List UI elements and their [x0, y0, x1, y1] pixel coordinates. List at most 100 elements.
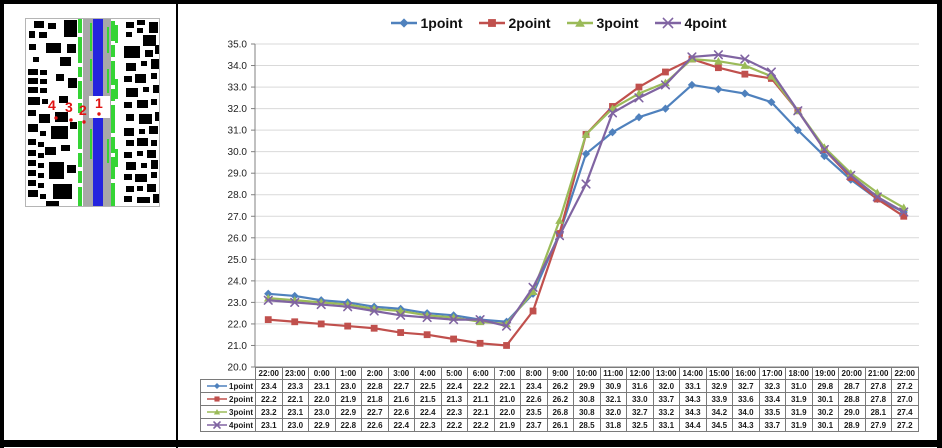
data-point-marker-3point: [555, 216, 564, 224]
series-key-wrap: 3point: [202, 407, 255, 418]
vegetation-strip: [78, 81, 82, 99]
value-cell: 32.1: [599, 392, 627, 406]
building: [155, 45, 159, 54]
value-cell: 22.8: [334, 418, 362, 432]
building: [137, 28, 143, 33]
legend-label: 3point: [596, 15, 639, 31]
value-cell: 23.4: [255, 379, 283, 393]
value-cell: 27.9: [864, 418, 892, 432]
value-cell: 27.0: [891, 392, 919, 406]
vegetation-strip: [107, 69, 109, 93]
building: [29, 44, 36, 50]
building: [126, 88, 138, 97]
value-cell: 30.9: [599, 379, 627, 393]
legend-key-marker: [398, 18, 409, 28]
data-point-marker-4point: [740, 54, 750, 64]
time-header-cell: 15:00: [705, 367, 733, 380]
value-cell: 21.6: [387, 392, 415, 406]
data-point-marker-4point: [554, 231, 565, 241]
vegetation-strip: [90, 129, 92, 159]
y-axis-label: 24.0: [228, 276, 248, 287]
data-point-marker-1point: [767, 98, 776, 107]
series-key-marker: [213, 409, 221, 415]
series-key-wrap: 2point: [202, 394, 255, 405]
data-point-marker-2point: [344, 322, 352, 330]
vegetation-strip: [115, 79, 118, 99]
building: [137, 138, 148, 146]
vegetation-strip: [111, 89, 115, 101]
series-key-marker: [214, 383, 220, 389]
table-corner-cell: [201, 368, 256, 380]
data-point-marker-4point: [369, 306, 379, 316]
y-axis-label: 26.0: [228, 233, 248, 244]
building: [137, 197, 150, 203]
building: [40, 79, 47, 84]
y-axis-label: 30.0: [228, 147, 248, 158]
vegetation-strip: [78, 153, 82, 167]
measure-point-label: 1: [95, 95, 103, 111]
data-point-marker-4point: [687, 52, 697, 62]
value-cell: 31.9: [785, 405, 813, 419]
value-cell: 33.4: [758, 392, 786, 406]
value-cell: 33.1: [679, 379, 707, 393]
value-cell: 27.8: [864, 379, 892, 393]
series-key-triangle-icon: [207, 409, 227, 415]
building: [155, 112, 159, 121]
vegetation-strip: [111, 157, 115, 179]
building: [139, 114, 152, 124]
building: [28, 78, 38, 84]
chart-data-table: 22:00 23:00 0:00 1:00 2:00 3:00 4:00 5:00 6:00 7:…: [200, 367, 919, 432]
building: [40, 131, 46, 136]
building: [39, 114, 50, 123]
data-point-marker-4point: [634, 93, 644, 103]
value-cell: 22.1: [281, 392, 309, 406]
time-header-cell: 14:00: [679, 367, 707, 380]
value-cell: 34.5: [705, 418, 733, 432]
y-axis-label: 21.0: [228, 341, 248, 352]
data-point-marker-2point: [317, 320, 325, 328]
value-cell: 33.7: [758, 418, 786, 432]
value-cell: 21.8: [361, 392, 389, 406]
value-cell: 23.0: [308, 405, 336, 419]
building: [145, 50, 153, 57]
series-name-cell: 2point: [200, 392, 256, 406]
building: [55, 112, 68, 122]
vegetation-strip: [115, 149, 118, 167]
value-cell: 23.1: [308, 379, 336, 393]
measure-point-dot: [54, 116, 58, 120]
legend-item-4point: 4point: [654, 15, 727, 31]
frame-border-left: [0, 0, 4, 448]
building: [28, 160, 36, 166]
vegetation-strip: [111, 61, 115, 85]
building: [28, 87, 38, 93]
building: [56, 74, 64, 81]
building: [28, 170, 36, 176]
time-header-cell: 8:00: [520, 367, 548, 380]
frame-border-top: [0, 0, 942, 4]
table-header-row: 22:00 23:00 0:00 1:00 2:00 3:00 4:00 5:00 6:00 7:…: [201, 367, 919, 380]
data-point-marker-4point: [581, 179, 591, 189]
value-cell: 26.1: [546, 418, 574, 432]
legend-label: 2point: [508, 15, 551, 31]
value-cell: 22.2: [467, 418, 495, 432]
series-key-wrap: 4point: [202, 420, 255, 431]
time-header-cell: 18:00: [785, 367, 813, 380]
building: [49, 162, 64, 179]
legend-item-2point: 2point: [478, 15, 551, 31]
series-line-4point: [267, 53, 905, 328]
table-row-2point: 2point 22.2 22.1 22.0 21.9 21.8 21.6 21.5 21.3 21…: [200, 392, 919, 406]
data-point-marker-4point: [766, 67, 776, 77]
building: [124, 76, 132, 82]
data-point-marker-4point: [793, 106, 803, 116]
value-cell: 34.3: [732, 418, 760, 432]
building: [67, 44, 76, 53]
data-point-marker-1point: [714, 85, 723, 94]
value-cell: 22.6: [387, 405, 415, 419]
legend-item-1point: 1point: [390, 15, 463, 31]
value-cell: 21.0: [493, 392, 521, 406]
time-header-cell: 6:00: [467, 367, 495, 380]
data-point-marker-1point: [740, 89, 749, 98]
vegetation-strip: [90, 23, 92, 51]
y-axis-label: 34.0: [228, 61, 248, 72]
data-point-marker-2point: [423, 331, 431, 339]
